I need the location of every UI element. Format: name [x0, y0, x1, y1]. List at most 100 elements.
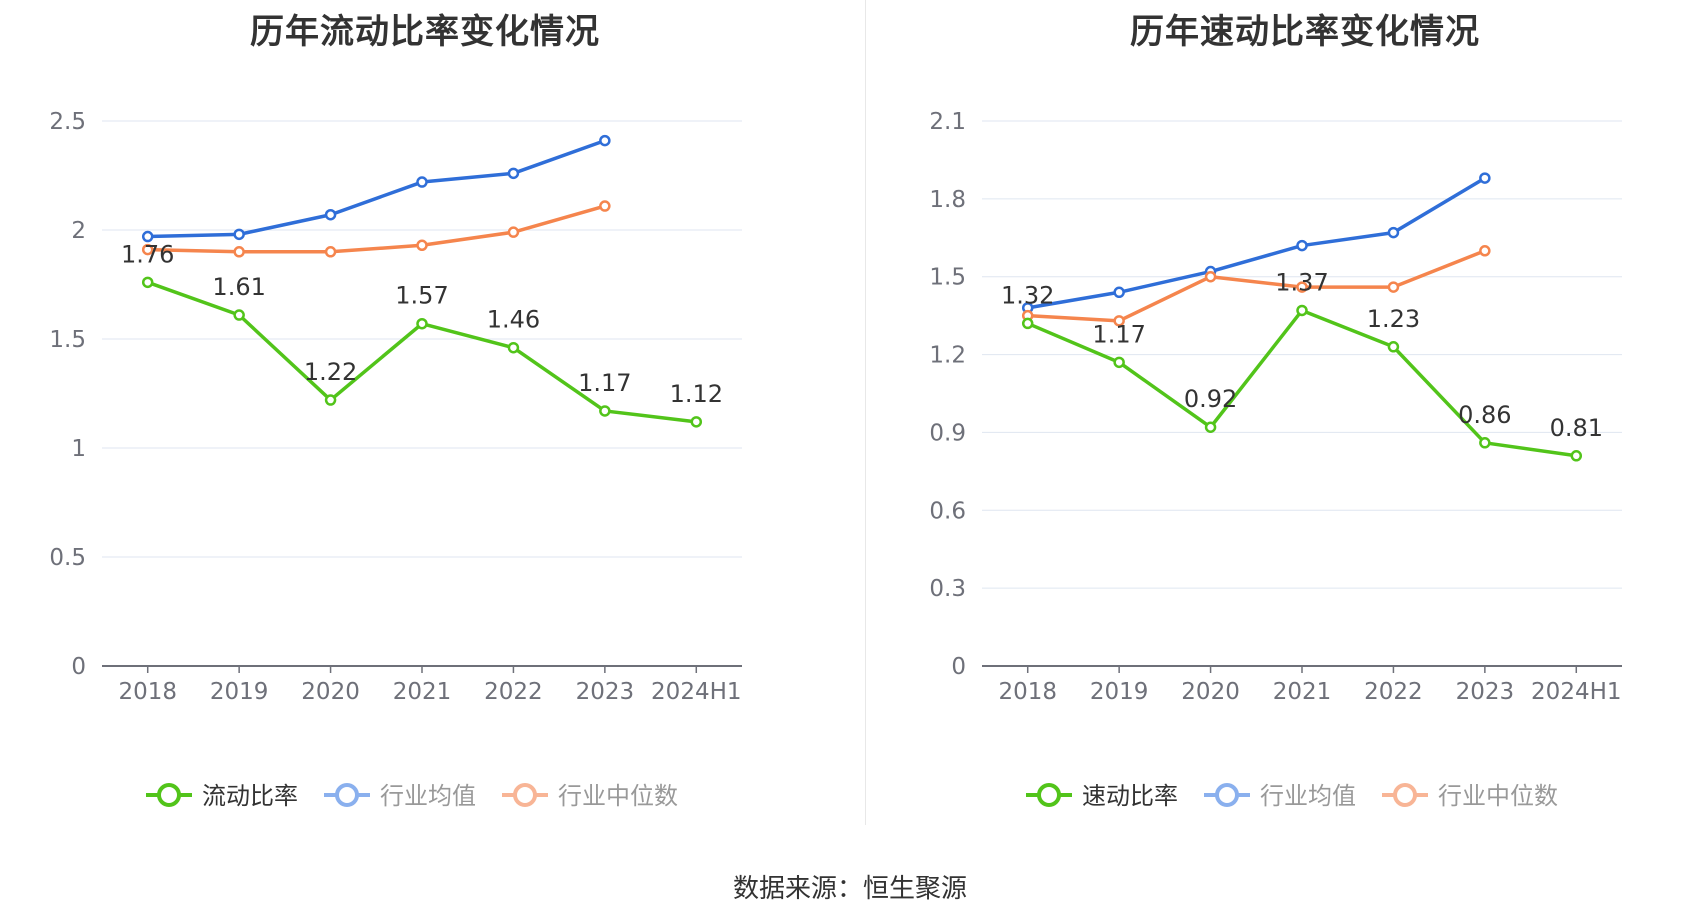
data-point	[1113, 315, 1125, 327]
data-label: 1.37	[1275, 268, 1328, 296]
data-point	[1204, 270, 1217, 283]
chart-title: 历年速动比率变化情况	[1130, 12, 1480, 52]
legend-label: 行业中位数	[1438, 782, 1558, 810]
data-point	[1479, 437, 1491, 449]
data-point	[324, 246, 337, 258]
data-label: 1.57	[395, 282, 448, 310]
data-point	[1296, 304, 1308, 317]
data-label: 1.61	[212, 273, 265, 301]
data-point	[141, 230, 154, 243]
data-point	[1387, 226, 1400, 239]
x-tick-label: 2023	[1456, 679, 1515, 705]
data-point	[1479, 172, 1491, 184]
y-tick-label: 0.3	[929, 576, 966, 602]
y-tick-label: 1.2	[929, 343, 966, 369]
data-point	[416, 176, 428, 188]
legend-label: 行业均值	[1260, 782, 1356, 810]
data-point	[1113, 286, 1125, 299]
data-label: 0.86	[1458, 401, 1511, 429]
quick-ratio-plot: 0 0.3 0.6 0.9 1.2 1.5 1.8 2.1 2018 2019 2020 2021 20…	[929, 109, 1622, 810]
data-point	[507, 167, 520, 180]
data-label: 1.17	[578, 369, 631, 397]
x-tick-label: 2024H1	[651, 679, 741, 705]
series-line	[145, 204, 607, 254]
data-point	[141, 243, 154, 256]
data-point	[1296, 281, 1308, 293]
series-line	[1025, 249, 1487, 323]
data-point	[1021, 317, 1034, 330]
y-tick-label: 1.8	[929, 187, 966, 213]
x-tick-label: 2024H1	[1531, 679, 1621, 705]
current-ratio-plot: 0 0.5 1 1.5 2 2.5 2018 2019 2020 2021 2022 2023 2024…	[49, 109, 742, 810]
data-point	[599, 134, 611, 147]
chart-divider	[865, 0, 866, 825]
legend-marker	[335, 783, 359, 807]
y-tick-label: 2	[71, 218, 86, 244]
data-point	[324, 394, 337, 406]
data-point	[599, 405, 611, 417]
y-tick-label: 1.5	[929, 265, 966, 291]
series-line	[145, 138, 607, 239]
data-label: 1.17	[1092, 320, 1145, 348]
x-tick-label: 2019	[1090, 679, 1149, 705]
data-label: 1.12	[670, 380, 723, 408]
y-tick-label: 1.5	[49, 327, 86, 353]
y-tick-label: 2.1	[929, 109, 966, 135]
data-point	[690, 416, 703, 428]
y-tick-label: 0.6	[929, 498, 966, 524]
data-point	[1387, 341, 1400, 353]
legend-label: 流动比率	[202, 782, 298, 810]
data-point	[416, 317, 428, 330]
current-ratio-chart: 历年流动比率变化情况 0 0.5 1 1.5 2 2.5 2018 2019 2020 2021 2…	[0, 0, 850, 840]
data-point	[233, 309, 245, 321]
data-label: 1.23	[1367, 305, 1420, 333]
legend-marker	[1037, 783, 1061, 807]
x-tick-label: 2020	[1181, 679, 1240, 705]
y-tick-label: 1	[71, 436, 86, 462]
x-tick-label: 2018	[998, 679, 1057, 705]
data-point	[599, 200, 611, 212]
data-source-note: 数据来源：恒生聚源	[732, 874, 967, 904]
data-point	[507, 226, 520, 238]
legend-marker	[1215, 783, 1239, 807]
legend-label: 行业均值	[380, 782, 476, 810]
data-point	[1570, 450, 1583, 462]
x-tick-label: 2023	[576, 679, 635, 705]
legend-marker	[513, 783, 537, 807]
legend-marker	[157, 783, 181, 807]
data-point	[1387, 281, 1400, 293]
y-tick-label: 0	[951, 654, 966, 680]
x-tick-label: 2020	[301, 679, 360, 705]
data-point	[1296, 239, 1308, 252]
legend-marker	[1393, 783, 1417, 807]
y-tick-label: 0	[71, 654, 86, 680]
series-line	[1025, 176, 1487, 310]
data-point	[233, 246, 245, 258]
data-point	[1113, 356, 1125, 369]
data-point	[507, 341, 520, 354]
x-tick-label: 2018	[118, 679, 177, 705]
data-label: 0.81	[1550, 414, 1603, 442]
data-point	[1479, 245, 1491, 257]
data-point	[233, 228, 245, 241]
x-tick-label: 2022	[1364, 679, 1423, 705]
data-point	[324, 208, 337, 221]
data-label: 1.46	[487, 306, 540, 334]
y-tick-label: 0.9	[929, 420, 966, 446]
data-label: 0.92	[1184, 385, 1237, 413]
data-label: 1.76	[121, 240, 174, 268]
x-tick-label: 2021	[393, 679, 452, 705]
legend-label: 速动比率	[1082, 782, 1178, 810]
y-tick-label: 0.5	[49, 545, 86, 571]
y-tick-label: 2.5	[49, 109, 86, 135]
data-point	[416, 239, 428, 252]
data-point	[141, 276, 154, 289]
quick-ratio-chart: 历年速动比率变化情况 0 0.3 0.6 0.9 1.2 1.5 1.8 2.1 2018 201…	[880, 0, 1700, 840]
x-tick-label: 2022	[484, 679, 543, 705]
data-label: 1.32	[1001, 281, 1054, 309]
data-point	[1204, 421, 1217, 433]
legend-label: 行业中位数	[558, 782, 678, 810]
chart-title: 历年流动比率变化情况	[250, 12, 600, 52]
x-tick-label: 2021	[1273, 679, 1332, 705]
data-label: 1.22	[304, 358, 357, 386]
